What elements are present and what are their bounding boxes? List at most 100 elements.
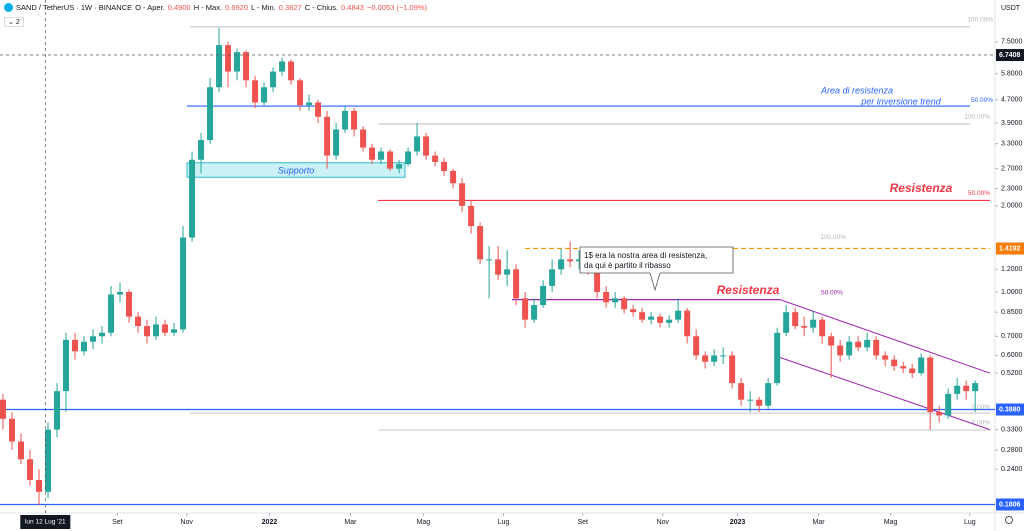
x-tick-label: Nov (180, 519, 193, 526)
candle-body (45, 429, 52, 492)
candle-body (126, 291, 133, 317)
candle-body (297, 80, 304, 106)
candle-body (540, 285, 547, 306)
annotation: Area di resistenza (820, 85, 893, 95)
x-tick-label: Mag (417, 519, 431, 526)
candle-body (873, 339, 880, 356)
x-tick-label: Lug (964, 519, 976, 526)
y-tick-label: 4.7000 (1001, 97, 1023, 104)
x-tick-label: 2023 (730, 519, 746, 526)
candle-body (576, 259, 583, 262)
legend-part: 0.6920 (225, 3, 248, 12)
fib-label: 100.00% (967, 17, 993, 24)
x-tick-label: Mag (884, 519, 898, 526)
y-tick-label: 0.7000 (1001, 333, 1023, 340)
candle-body (675, 310, 682, 320)
y-tick-label: 2.7000 (1001, 165, 1023, 172)
y-tick-label: 2.3000 (1001, 185, 1023, 192)
candle-body (459, 183, 466, 206)
candle-body (36, 479, 43, 492)
candle-body (891, 359, 898, 367)
fib-label: 50.00% (971, 97, 993, 104)
channel-line (779, 357, 991, 431)
candle-body (252, 80, 259, 103)
y-tick-label: 1.0000 (1001, 289, 1023, 296)
candle-body (207, 87, 214, 141)
y-tick-label: 0.2400 (1001, 466, 1023, 473)
candle-body (414, 136, 421, 152)
candle-body (81, 341, 88, 352)
candle-body (567, 259, 574, 262)
y-tick-label: 0.8500 (1001, 309, 1023, 316)
y-tick-label: 0.5200 (1001, 370, 1023, 377)
candle-body (423, 136, 430, 156)
candle-body (711, 355, 718, 362)
logo (4, 3, 13, 12)
x-tick-label: Nov (657, 519, 670, 526)
legend-part: −0.0053 (−1.09%) (366, 3, 428, 12)
candle-body (828, 336, 835, 346)
candle-body (738, 383, 745, 400)
settings-icon[interactable] (1005, 516, 1013, 524)
support-zone (186, 162, 406, 178)
annotation: Resistenza (717, 283, 780, 297)
candle-body (72, 339, 79, 352)
y-tick-label: 1.2000 (1001, 266, 1023, 273)
candle-body (531, 305, 538, 320)
candle-body (963, 385, 970, 392)
symbol: SAND / TetherUS · 1W · BINANCE (16, 3, 133, 12)
candle-body (234, 52, 241, 72)
candle-body (594, 267, 601, 292)
candle-body (954, 385, 961, 394)
x-tick-label: Mar (344, 519, 357, 526)
legend-part: H - Max. (193, 3, 223, 12)
indicators[interactable]: ⌄ 2 (4, 17, 24, 27)
candle-body (486, 259, 493, 261)
candle-body (846, 341, 853, 356)
support-label: Supporto (278, 165, 315, 175)
candle-body (927, 357, 934, 413)
fib-label: 50.00% (968, 190, 990, 197)
crosshair-date-box (20, 515, 71, 529)
candle-body (396, 164, 403, 169)
candle-body (918, 357, 925, 374)
crosshair-price: 6.7408 (999, 52, 1021, 59)
candle-body (18, 441, 25, 460)
x-tick-label: Set (577, 519, 588, 526)
legend-part: 0.4843 (341, 3, 364, 12)
indicator-count: 2 (15, 19, 20, 26)
legend-part: 0.4900 (167, 3, 191, 12)
price-tag (996, 498, 1024, 511)
candle-body (603, 291, 610, 303)
candle-body (90, 336, 97, 342)
fib-label: 50.00% (821, 289, 843, 296)
annotation: da qui è partito il ribasso (584, 261, 671, 270)
candle-body (630, 309, 637, 313)
candle-body (450, 170, 457, 184)
candle-body (612, 298, 619, 303)
candle-body (225, 45, 232, 72)
x-tick-label: 2022 (262, 519, 278, 526)
candle-body (801, 326, 808, 328)
crosshair-date: lun 12 Lug '21 (25, 519, 66, 526)
y-tick-label: 2.0000 (1001, 203, 1023, 210)
candle-body (8, 418, 15, 442)
candle-body (189, 159, 196, 238)
y-tick-label: 0.6000 (1001, 352, 1023, 359)
candle-body (684, 310, 691, 337)
candle-body (747, 399, 754, 401)
price-tag (996, 403, 1024, 416)
candle-body (180, 237, 187, 330)
legend: SAND / TetherUS · 1W · BINANCE O - Aper. 0… (4, 3, 427, 12)
candle-body (0, 399, 6, 419)
candle-body (495, 259, 502, 275)
x-tick-label: Mar (813, 519, 826, 526)
candle-body (153, 324, 160, 337)
candle-body (621, 298, 628, 310)
callout (579, 246, 734, 292)
legend-part: C - Chius. (304, 3, 339, 12)
candle-body (162, 324, 169, 333)
candle-body (468, 205, 475, 227)
